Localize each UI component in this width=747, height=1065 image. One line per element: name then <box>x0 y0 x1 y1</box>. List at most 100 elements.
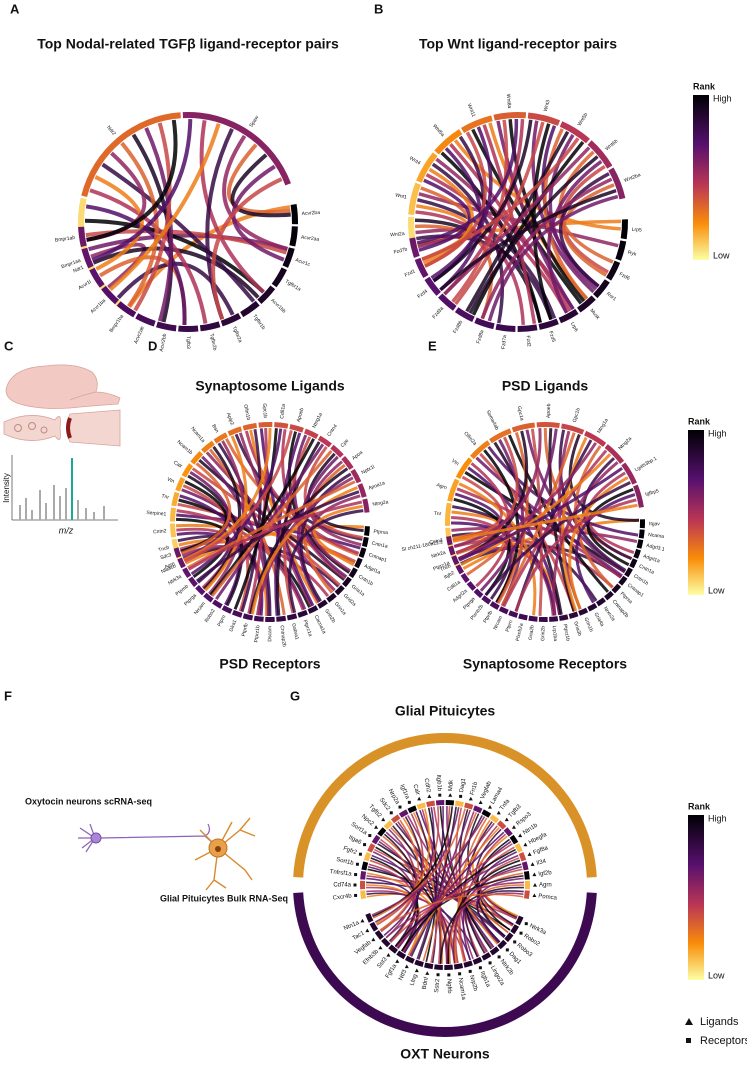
sector <box>629 558 638 569</box>
panel-f-art: F Oxytocin neurons scRNA-seq Glial Pitui… <box>4 688 288 903</box>
chord-diagram: Cxcr4b Cd74a Tnfrsf1a Sort1bFgfr2Itga6Sort1… <box>293 732 597 1038</box>
legend-label: High <box>708 428 727 438</box>
sector <box>242 613 254 621</box>
panel-letter: G <box>290 688 300 703</box>
sector <box>78 226 87 248</box>
marker <box>368 834 372 838</box>
sector <box>461 115 493 134</box>
sector <box>473 805 483 814</box>
sector <box>448 545 456 556</box>
marker <box>404 964 409 969</box>
sector <box>558 308 579 324</box>
chord <box>187 500 363 571</box>
sector-label: Grin2b <box>540 626 546 641</box>
sector-label: Tgfb3 <box>508 803 523 819</box>
sector <box>593 279 610 299</box>
legend-marker <box>685 1018 693 1025</box>
sector <box>633 484 644 508</box>
sector-label: Acvr1c <box>294 257 311 268</box>
sector-label: Sort1a <box>350 822 369 837</box>
sector-label: Ntng2a <box>617 436 633 452</box>
sector <box>510 924 520 935</box>
sector <box>615 240 627 261</box>
sector <box>367 843 376 853</box>
chord <box>457 442 598 561</box>
sector <box>396 950 407 960</box>
sector-label: Dscam <box>267 626 273 642</box>
sector <box>364 526 370 536</box>
marker <box>459 794 463 798</box>
sector-label: Gpc1a <box>516 406 525 422</box>
chord <box>472 819 518 917</box>
sector-label: Cntnap2b <box>278 625 286 647</box>
sector-label: Ptprn <box>217 614 228 628</box>
chord <box>402 822 495 953</box>
chord <box>233 428 278 610</box>
sector <box>213 432 228 444</box>
sector-label: Grin2b <box>323 608 336 624</box>
chord <box>230 153 291 218</box>
sector <box>220 313 242 327</box>
sector-label: Igf2b <box>538 870 553 878</box>
panel-letter: D <box>148 338 157 353</box>
sector-label: Fzd5 <box>547 330 556 343</box>
marker <box>533 883 537 887</box>
sector-label: Ptprfb <box>241 622 250 637</box>
sector-label: Cntn1a <box>371 541 388 550</box>
chord-diagram: Wnt2a Wnt1 Wnt4 Wnt5a Wnt11 Wnt8a Wnt3 Wnt5b Wnt… <box>390 94 642 350</box>
sector <box>606 260 621 281</box>
sector <box>503 827 513 837</box>
sector <box>404 955 415 964</box>
marker <box>524 922 528 926</box>
chord <box>477 863 522 937</box>
sector <box>638 529 645 539</box>
chord <box>187 480 356 570</box>
sector <box>595 597 606 607</box>
sector-label: Tac1 <box>352 930 367 942</box>
chord <box>453 428 542 548</box>
sector <box>173 547 182 558</box>
sector-label: Wnt2a <box>390 231 405 238</box>
sector-label: Acvr2aa <box>301 234 320 242</box>
sector-label: Cntnap1 <box>368 552 388 564</box>
sector-label: Adgrl1a <box>642 553 660 564</box>
sector <box>276 615 287 622</box>
sector <box>289 424 304 433</box>
chord <box>433 806 487 953</box>
sector <box>587 602 598 612</box>
marker <box>488 961 492 965</box>
sector-label: Robo2 <box>204 608 217 624</box>
sector <box>330 444 344 458</box>
sector-label: Gria3b <box>572 621 582 637</box>
chord <box>180 462 232 555</box>
sector <box>317 599 328 609</box>
sector-label: Fzd2 <box>525 335 532 347</box>
sector <box>508 610 519 618</box>
legend-label: Ligands <box>700 1016 739 1028</box>
sector-label: Apoa1a <box>368 480 386 491</box>
marker <box>448 793 453 797</box>
sector <box>527 112 561 126</box>
sector <box>357 483 367 498</box>
marker <box>496 810 501 815</box>
sector <box>498 606 509 615</box>
sector-label: Lfng <box>410 974 419 987</box>
sector <box>116 301 137 318</box>
chord <box>416 806 444 960</box>
marker <box>358 852 362 856</box>
sector-label: Wnt6b <box>604 138 619 152</box>
sector <box>212 599 223 609</box>
marker <box>354 893 358 897</box>
chord <box>458 467 623 562</box>
sector-label: Nptx1l <box>361 464 376 476</box>
sector-label: Cpe <box>340 438 351 449</box>
sector <box>518 613 528 621</box>
sector <box>416 152 438 183</box>
label: Glial Pituicytes Bulk RNA-Seq <box>160 893 288 903</box>
sector <box>253 615 264 622</box>
sector <box>304 428 319 439</box>
sector-label: Tgfbr1a <box>284 279 302 293</box>
chord <box>417 806 457 960</box>
chord <box>376 806 440 926</box>
chord <box>471 128 583 305</box>
